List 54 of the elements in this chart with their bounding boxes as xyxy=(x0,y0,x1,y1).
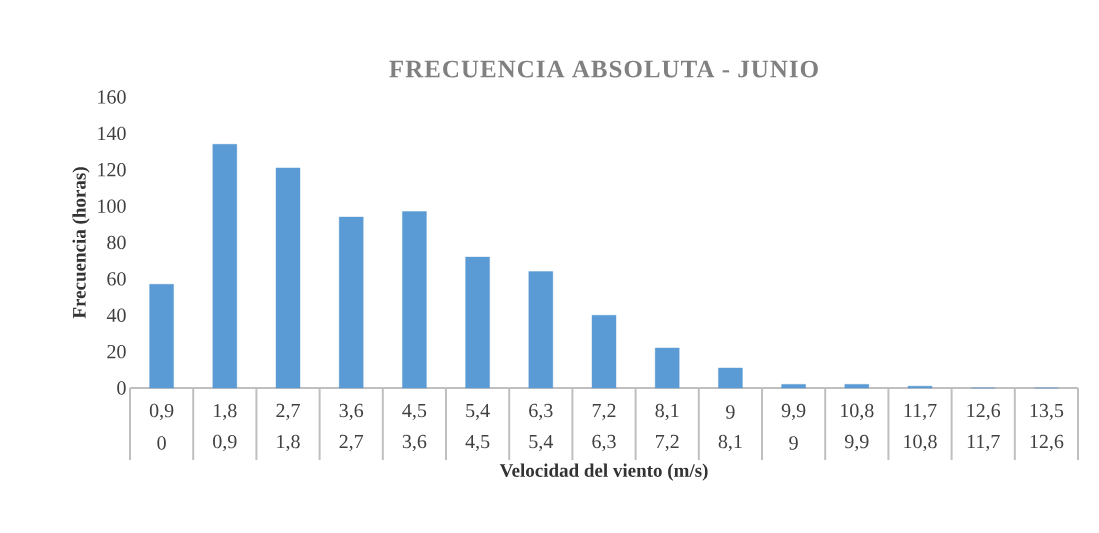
x-tick-label: 4,5 xyxy=(402,403,427,421)
text: 1,8 xyxy=(277,434,300,452)
x-tick-label: 3,6 xyxy=(339,403,364,421)
bar xyxy=(844,384,870,389)
x-tick-label: 9,9 xyxy=(781,403,806,421)
text: 2,7 xyxy=(339,434,364,452)
x-tick-label: 9 xyxy=(726,405,735,419)
text: 6,3 xyxy=(592,434,616,452)
y-tick-label: 80 xyxy=(107,235,126,250)
bar xyxy=(718,367,743,389)
y-tick-label: 140 xyxy=(98,126,126,141)
text: 5,4 xyxy=(529,434,553,452)
x-tick-label: 11,7 xyxy=(904,403,937,421)
text: 7,2 xyxy=(656,434,679,452)
bar xyxy=(655,347,680,389)
text: 12,6 xyxy=(1030,434,1064,452)
text: 8,1 xyxy=(718,434,742,452)
text: 9 xyxy=(789,436,798,450)
x-tick-label: 13,5 xyxy=(1030,403,1064,421)
bar xyxy=(402,211,427,389)
bar xyxy=(465,256,490,389)
text: 4,5 xyxy=(465,434,490,452)
y-tick-label: 40 xyxy=(106,308,126,322)
y-tick-label: 120 xyxy=(98,163,126,177)
bar xyxy=(275,167,301,389)
text: 11,7 xyxy=(967,434,1000,452)
y-tick-label: 0 xyxy=(117,381,126,395)
x-tick-label: 0,9 xyxy=(149,403,174,421)
x-tick-label: 10,8 xyxy=(841,403,874,421)
x-tick-label: 8,1 xyxy=(655,403,679,421)
text: 10,8 xyxy=(904,434,937,452)
bar xyxy=(149,284,174,389)
x-tick-label: 5,4 xyxy=(466,403,490,421)
x-tick-label: 2,7 xyxy=(276,403,300,421)
y-tick-label: 100 xyxy=(98,199,126,213)
x-axis-title: Velocidad del viento (m/s) xyxy=(499,463,708,481)
text: 0 xyxy=(157,436,166,450)
bar xyxy=(212,144,238,389)
y-axis-title: Frecuencia (horas) xyxy=(72,167,90,319)
x-tick-label: 1,8 xyxy=(214,403,237,421)
x-tick-label: 12,6 xyxy=(967,403,1001,421)
bar xyxy=(528,271,554,389)
x-tick-label: 6,3 xyxy=(529,403,553,421)
text: 3,6 xyxy=(402,434,427,452)
y-tick-label: 160 xyxy=(98,90,126,104)
bar xyxy=(591,315,617,389)
y-tick-label: 20 xyxy=(107,344,126,359)
chart-title: FRECUENCIA ABSOLUTA - JUNIO xyxy=(389,60,818,78)
y-tick-label: 60 xyxy=(107,272,126,286)
text: 0,9 xyxy=(213,434,237,452)
bar xyxy=(339,216,364,389)
text: 9,9 xyxy=(844,434,869,452)
bar xyxy=(781,384,806,389)
x-tick-label: 7,2 xyxy=(592,403,616,421)
